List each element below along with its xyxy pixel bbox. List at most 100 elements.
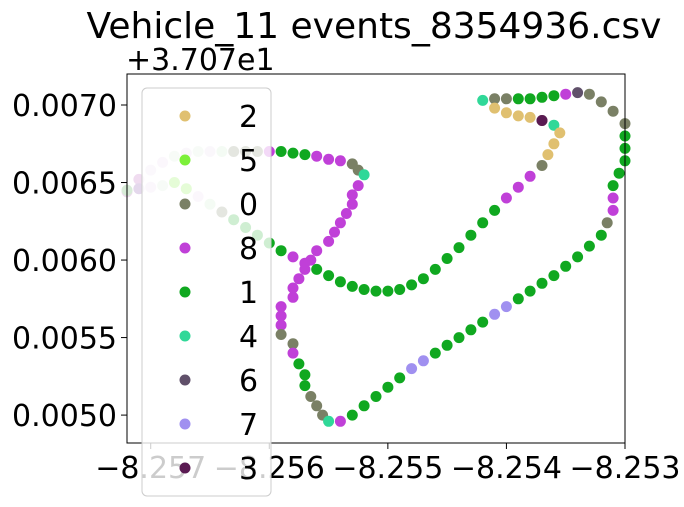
data-point	[305, 391, 317, 402]
data-point	[465, 324, 477, 336]
y-tick-label: 0.0055	[12, 322, 117, 357]
data-point	[536, 91, 548, 103]
legend-marker	[179, 242, 191, 254]
y-axis: 0.0050 0.0055 0.0060 0.0065 0.0070	[12, 89, 127, 434]
data-point	[382, 285, 394, 297]
data-point	[524, 170, 536, 182]
data-point	[293, 358, 305, 370]
data-point	[489, 204, 501, 216]
data-point	[394, 372, 406, 384]
data-point	[441, 339, 453, 351]
legend-label: 7	[239, 408, 258, 443]
data-point	[429, 263, 441, 275]
data-point	[607, 180, 619, 192]
y-offset-label: +3.707e1	[126, 43, 275, 78]
data-point	[536, 115, 548, 126]
data-point	[275, 329, 287, 340]
legend-label: 0	[239, 188, 258, 223]
data-point	[489, 308, 501, 320]
data-point	[429, 347, 441, 359]
legend-box	[141, 87, 272, 497]
data-point	[358, 284, 370, 295]
x-tick-label: −8.254	[451, 451, 562, 486]
data-point	[323, 153, 335, 165]
chart-title: Vehicle_11 events_8354936.csv	[87, 6, 662, 47]
data-point	[299, 257, 311, 269]
data-point	[299, 380, 311, 392]
data-point	[334, 155, 346, 167]
legend-marker	[179, 418, 191, 430]
legend-marker	[179, 286, 191, 298]
legend-label: 4	[239, 320, 258, 355]
data-point	[275, 146, 287, 157]
data-point	[560, 260, 572, 272]
data-point	[548, 119, 560, 131]
data-point	[477, 316, 489, 328]
data-point	[275, 245, 287, 257]
data-point	[512, 110, 524, 122]
data-point	[323, 270, 335, 282]
data-point	[406, 279, 418, 291]
data-point	[287, 338, 299, 350]
data-point	[275, 301, 287, 313]
y-tick-label: 0.0060	[12, 244, 117, 279]
data-point	[489, 102, 501, 114]
data-point	[524, 93, 536, 105]
data-point	[299, 369, 311, 381]
data-point	[465, 229, 477, 241]
data-point	[346, 409, 358, 421]
data-point	[441, 253, 453, 264]
data-point	[500, 301, 512, 313]
legend-label: 1	[239, 276, 258, 311]
data-point	[607, 204, 619, 216]
data-point	[453, 332, 465, 344]
data-point	[287, 291, 299, 303]
legend-label: 2	[239, 100, 258, 135]
data-point	[299, 149, 311, 161]
data-point	[417, 355, 429, 367]
data-point	[323, 415, 335, 427]
data-point	[287, 347, 299, 359]
data-point	[572, 87, 584, 99]
data-point	[607, 192, 619, 204]
data-point	[524, 111, 536, 123]
legend-label: 6	[239, 364, 258, 399]
data-point	[595, 229, 607, 241]
legend-marker	[179, 154, 191, 166]
legend-marker	[179, 374, 191, 386]
data-point	[382, 381, 394, 393]
legend-label: 5	[239, 144, 258, 179]
data-point	[311, 400, 323, 412]
data-point	[346, 189, 358, 201]
data-point	[323, 235, 335, 247]
data-point	[548, 138, 560, 150]
legend-marker	[179, 462, 191, 474]
data-point	[512, 181, 524, 193]
y-tick-label: 0.0070	[12, 89, 117, 124]
data-point	[512, 293, 524, 305]
data-point	[358, 400, 370, 412]
data-point	[536, 277, 548, 289]
data-point	[613, 167, 625, 179]
data-point	[500, 93, 512, 105]
data-point	[346, 280, 358, 292]
data-point	[607, 105, 619, 117]
data-point	[453, 242, 465, 254]
data-point	[542, 149, 554, 161]
data-point	[311, 150, 323, 162]
data-point	[334, 217, 346, 229]
data-point	[287, 282, 299, 294]
data-point	[334, 415, 346, 427]
data-point	[417, 273, 429, 285]
data-point	[394, 284, 406, 295]
data-point	[500, 107, 512, 119]
data-point	[334, 276, 346, 288]
data-point	[560, 88, 572, 100]
data-point	[548, 90, 560, 102]
data-point	[536, 160, 548, 171]
x-tick-label: −8.255	[332, 451, 443, 486]
data-point	[287, 147, 299, 159]
data-point	[311, 263, 323, 275]
legend-marker	[179, 330, 191, 342]
